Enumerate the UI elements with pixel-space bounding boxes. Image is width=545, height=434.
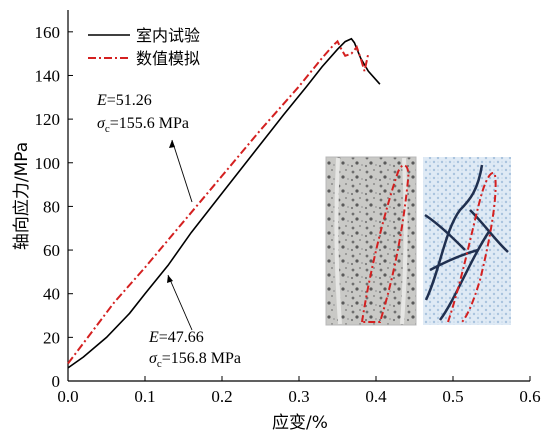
x-tick-label: 0.1 (134, 387, 155, 406)
legend: 室内试验 数值模拟 (88, 26, 200, 68)
x-tick-label: 0.4 (365, 387, 387, 406)
x-axis-title: 应变/% (272, 413, 328, 433)
annotation-sim-arrowhead (169, 140, 175, 148)
annotation-lab-arrowhead (167, 275, 173, 283)
annotation-lab-leader (168, 275, 192, 330)
x-tick-label: 0.2 (211, 387, 232, 406)
y-tick-label: 100 (35, 154, 61, 173)
annotation-lab: E=47.66 σc=156.8 MPa (148, 275, 241, 370)
legend-label-lab: 室内试验 (136, 26, 200, 45)
annotation-simulation: E=51.26 σc=155.6 MPa (96, 92, 192, 202)
y-tick-label: 60 (43, 241, 60, 260)
y-tick-label: 160 (35, 23, 61, 42)
y-axis-title: 轴向应力/MPa (12, 142, 32, 250)
y-tick-label: 40 (43, 285, 60, 304)
x-tick-label: 0.0 (57, 387, 78, 406)
rock-sample-photo (326, 157, 416, 325)
y-tick-label: 80 (43, 197, 60, 216)
y-tick-label: 120 (35, 110, 61, 129)
x-tick-label: 0.5 (442, 387, 463, 406)
y-tick-label: 0 (52, 372, 61, 391)
y-tick-label: 140 (35, 66, 61, 85)
annotation-lab-strength: σc=156.8 MPa (149, 350, 241, 370)
numerical-crack-map (423, 157, 511, 325)
y-ticks: 0 20 40 60 80 100 120 140 160 (35, 23, 74, 391)
annotation-sim-modulus: E=51.26 (96, 92, 152, 109)
x-tick-label: 0.3 (288, 387, 309, 406)
legend-label-simulation: 数值模拟 (136, 49, 200, 68)
y-tick-label: 20 (43, 328, 60, 347)
annotation-sim-leader (172, 140, 192, 202)
x-tick-label: 0.6 (519, 387, 540, 406)
annotation-lab-modulus: E=47.66 (148, 329, 204, 346)
series-simulation-line (68, 41, 368, 363)
annotation-sim-strength: σc=155.6 MPa (97, 115, 189, 135)
